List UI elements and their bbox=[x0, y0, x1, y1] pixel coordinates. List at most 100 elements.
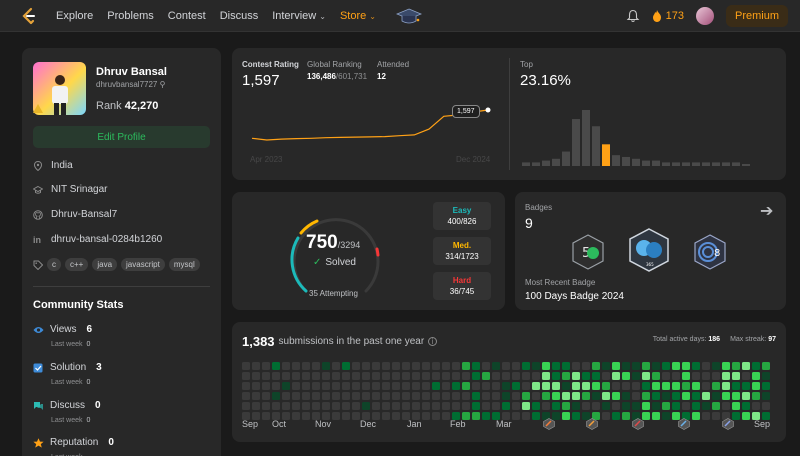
heatmap-cell bbox=[432, 412, 440, 420]
contest-marker-icon[interactable] bbox=[586, 418, 598, 430]
heatmap-cell bbox=[632, 372, 640, 380]
graduation-cap-icon[interactable] bbox=[396, 6, 422, 26]
linkedin-row[interactable]: in dhruv-bansal-0284b1260 bbox=[33, 234, 162, 245]
heatmap-cell bbox=[752, 382, 760, 390]
medium-stat[interactable]: Med. 314/1723 bbox=[433, 237, 491, 265]
skill-tag[interactable]: c bbox=[47, 258, 61, 271]
heatmap-cell bbox=[652, 362, 660, 370]
solved-label: ✓ Solved bbox=[313, 257, 356, 268]
heatmap-cell bbox=[422, 382, 430, 390]
heatmap-cell bbox=[532, 372, 540, 380]
heatmap-cell bbox=[352, 382, 360, 390]
badge-50-days-icon[interactable]: 5 bbox=[571, 234, 605, 270]
heatmap-cell bbox=[702, 392, 710, 400]
heatmap-cell bbox=[742, 412, 750, 420]
skill-tags: c c++ java javascript mysql bbox=[33, 258, 218, 271]
heatmap-cell bbox=[372, 412, 380, 420]
nav-contest[interactable]: Contest bbox=[168, 10, 206, 22]
contest-marker-icon[interactable] bbox=[543, 418, 555, 430]
heatmap-cell bbox=[582, 382, 590, 390]
nav-explore[interactable]: Explore bbox=[56, 10, 93, 22]
submission-stats: Total active days: 186 Max streak: 97 bbox=[653, 336, 776, 343]
histogram-bar bbox=[632, 158, 640, 166]
heatmap-cell bbox=[732, 392, 740, 400]
skill-tag[interactable]: c++ bbox=[65, 258, 89, 271]
heatmap-cell bbox=[442, 382, 450, 390]
nav-problems[interactable]: Problems bbox=[107, 10, 153, 22]
hard-stat[interactable]: Hard 36/745 bbox=[433, 272, 491, 300]
heatmap-cell bbox=[392, 362, 400, 370]
heatmap-cell bbox=[672, 372, 680, 380]
linkedin-icon: in bbox=[33, 234, 41, 245]
heatmap-cell bbox=[422, 362, 430, 370]
rank-badge-icon bbox=[33, 104, 43, 113]
heatmap-cell bbox=[582, 412, 590, 420]
heatmap-cell bbox=[672, 362, 680, 370]
avatar[interactable] bbox=[695, 7, 714, 25]
heatmap-cell bbox=[712, 392, 720, 400]
heatmap-cell bbox=[402, 372, 410, 380]
nav-discuss[interactable]: Discuss bbox=[220, 10, 259, 22]
skill-tag[interactable]: javascript bbox=[121, 258, 165, 271]
heatmap-cell bbox=[742, 402, 750, 410]
info-icon[interactable]: i bbox=[428, 337, 438, 346]
submission-heatmap[interactable] bbox=[242, 360, 776, 422]
heatmap-cell bbox=[342, 382, 350, 390]
contest-marker-icon[interactable] bbox=[632, 418, 644, 430]
heatmap-cell bbox=[382, 362, 390, 370]
heatmap-cell bbox=[472, 372, 480, 380]
last-week-value: 0 bbox=[86, 417, 91, 424]
heatmap-cell bbox=[452, 412, 460, 420]
github-row[interactable]: Dhruv-Bansal7 bbox=[33, 209, 117, 220]
skill-tag[interactable]: mysql bbox=[168, 258, 200, 271]
badge-aug-icon[interactable]: 8 bbox=[693, 234, 727, 270]
contest-marker-icon[interactable] bbox=[722, 418, 734, 430]
heatmap-cell bbox=[592, 412, 600, 420]
bell-icon[interactable] bbox=[626, 9, 640, 23]
last-week-label: Last week bbox=[51, 417, 83, 424]
streak-counter[interactable]: 173 bbox=[652, 10, 684, 22]
heatmap-cell bbox=[722, 392, 730, 400]
nav-interview[interactable]: Interview ⌄ bbox=[272, 10, 326, 22]
heatmap-cell bbox=[312, 382, 320, 390]
nav-explore-label: Explore bbox=[56, 10, 94, 22]
contest-marker-icon[interactable] bbox=[678, 418, 690, 430]
heatmap-cell bbox=[272, 382, 280, 390]
heatmap-cell bbox=[692, 412, 700, 420]
heatmap-cell bbox=[302, 372, 310, 380]
heatmap-cell bbox=[552, 402, 560, 410]
heatmap-cell bbox=[582, 372, 590, 380]
school-row: NIT Srinagar bbox=[33, 184, 108, 195]
easy-stat[interactable]: Easy 400/826 bbox=[433, 202, 491, 230]
heatmap-cell bbox=[342, 372, 350, 380]
copy-icon[interactable]: ⚲ bbox=[159, 80, 166, 89]
arrow-right-icon[interactable]: ➔ bbox=[760, 203, 774, 220]
skill-tag[interactable]: java bbox=[92, 258, 118, 271]
heatmap-cell bbox=[752, 402, 760, 410]
rating-distribution-histogram[interactable] bbox=[520, 106, 776, 168]
heatmap-cell bbox=[242, 402, 250, 410]
heatmap-cell bbox=[602, 362, 610, 370]
nav-store[interactable]: Store ⌄ bbox=[340, 10, 376, 22]
month-label: Jan bbox=[407, 419, 422, 429]
solved-count: 750 bbox=[306, 232, 338, 253]
leetcode-logo-icon[interactable] bbox=[20, 7, 36, 25]
last-week-label: Last week bbox=[51, 454, 83, 456]
heatmap-cell bbox=[582, 362, 590, 370]
rating-line-chart[interactable] bbox=[232, 48, 502, 180]
submissions-title: 1,383 submissions in the past one year i bbox=[242, 334, 438, 349]
heatmap-cell bbox=[292, 392, 300, 400]
heatmap-cell bbox=[302, 362, 310, 370]
chart-end-date: Dec 2024 bbox=[456, 155, 491, 164]
badge-100-days-icon[interactable]: 365 bbox=[627, 228, 671, 272]
heatmap-cell bbox=[692, 402, 700, 410]
heatmap-cell bbox=[342, 412, 350, 420]
heatmap-cell bbox=[652, 402, 660, 410]
edit-profile-button[interactable]: Edit Profile bbox=[33, 126, 210, 148]
linkedin-text: dhruv-bansal-0284b1260 bbox=[51, 234, 163, 245]
histogram-bar bbox=[652, 160, 660, 166]
heatmap-cell bbox=[682, 372, 690, 380]
heatmap-cell bbox=[392, 372, 400, 380]
streak-count: 173 bbox=[665, 10, 684, 22]
premium-button[interactable]: Premium bbox=[725, 5, 788, 27]
